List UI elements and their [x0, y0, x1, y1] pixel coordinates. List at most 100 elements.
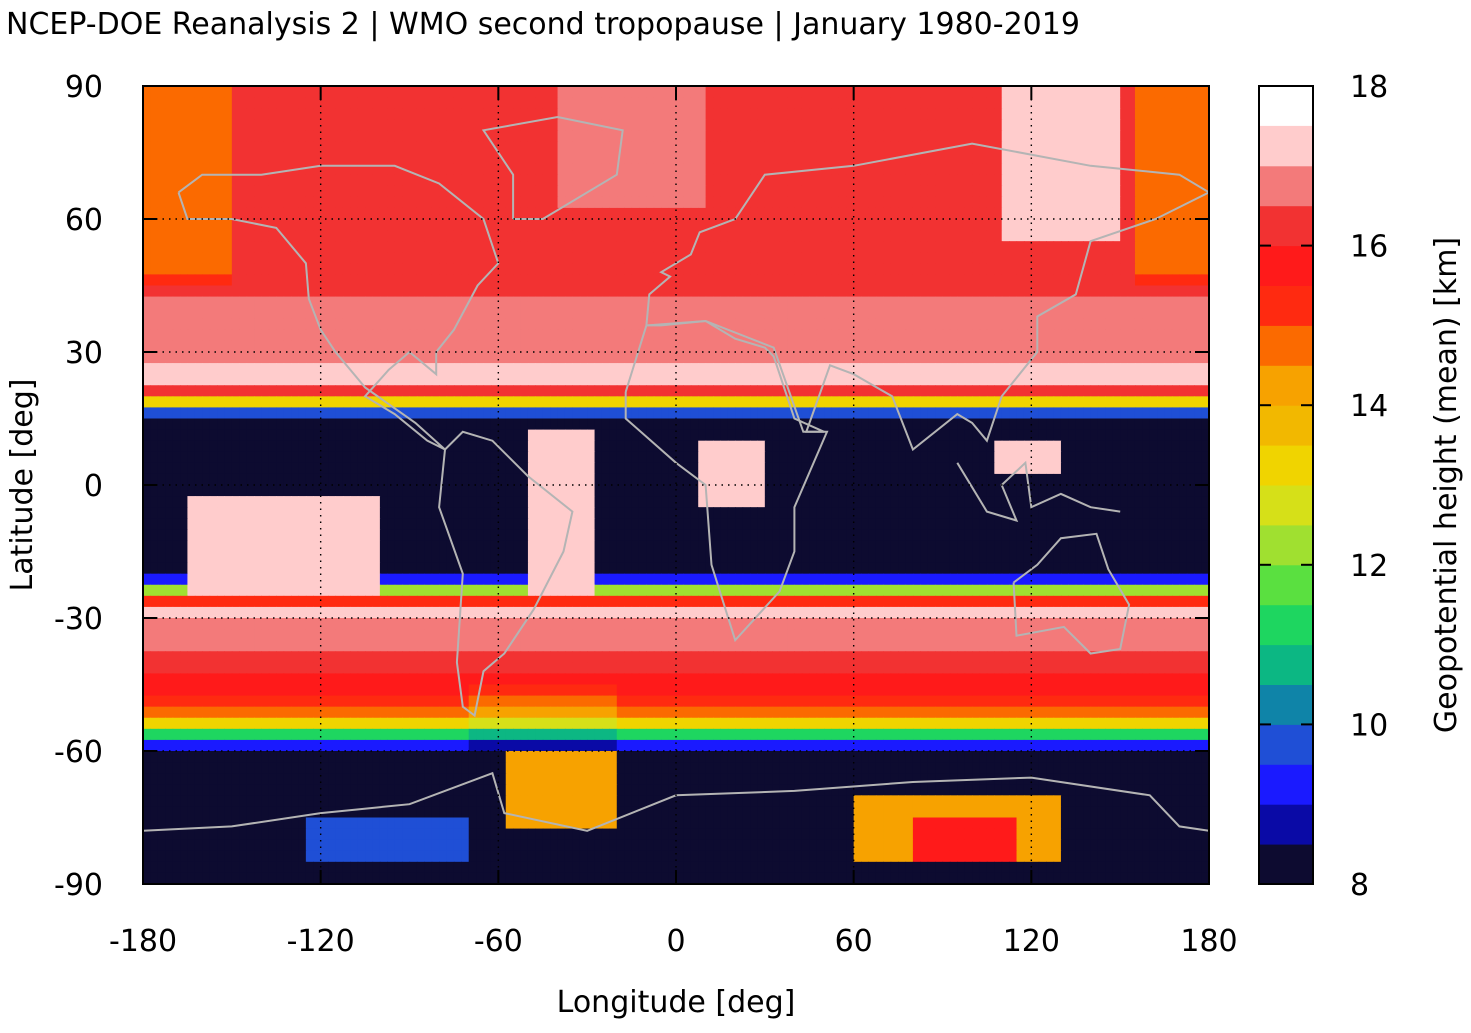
heatmap-cell — [794, 363, 803, 375]
heatmap-cell — [1090, 185, 1099, 198]
heatmap-cell — [757, 252, 766, 264]
heatmap-cell — [246, 97, 255, 109]
heatmap-cell — [268, 374, 277, 386]
heatmap-cell — [439, 130, 448, 143]
heatmap-cell — [957, 108, 966, 120]
heatmap-cell — [705, 385, 714, 397]
heatmap-cell — [320, 86, 329, 98]
heatmap-cell — [609, 219, 618, 231]
heatmap-cell — [1186, 141, 1195, 154]
heatmap-cell — [283, 263, 292, 276]
heatmap-cell — [572, 274, 581, 287]
heatmap-cell — [1060, 130, 1069, 143]
heatmap-cell — [387, 86, 396, 98]
heatmap-cell — [594, 141, 603, 154]
heatmap-cell — [239, 340, 248, 353]
heatmap-cell — [772, 374, 781, 386]
heatmap-cell — [824, 152, 833, 165]
heatmap-cell — [949, 274, 958, 287]
heatmap-cell — [750, 329, 759, 342]
heatmap-cell — [557, 196, 566, 209]
heatmap-cell — [1142, 108, 1151, 120]
heatmap-cell — [165, 418, 174, 431]
heatmap-cell — [742, 396, 751, 409]
heatmap-cell — [631, 307, 640, 320]
heatmap-cell — [764, 241, 773, 253]
heatmap-cell — [801, 152, 810, 165]
heatmap-cell — [527, 241, 536, 253]
heatmap-cell — [1171, 196, 1180, 209]
heatmap-cell — [631, 296, 640, 309]
heatmap-cell — [1112, 97, 1121, 109]
heatmap-cell — [905, 374, 914, 386]
heatmap-cell — [1031, 329, 1040, 342]
heatmap-cell — [957, 285, 966, 298]
heatmap-cell — [986, 296, 995, 309]
heatmap-cell — [350, 241, 359, 253]
heatmap-cell — [1201, 219, 1209, 231]
heatmap-cell — [202, 429, 211, 442]
heatmap-cell — [1157, 86, 1166, 98]
heatmap-cell — [239, 141, 248, 154]
heatmap-cell — [750, 307, 759, 320]
heatmap-cell — [750, 196, 759, 209]
heatmap-cell — [742, 97, 751, 109]
heatmap-cell — [935, 352, 944, 364]
heatmap-cell — [1060, 230, 1069, 242]
heatmap-cell — [683, 196, 692, 209]
heatmap-cell — [905, 352, 914, 364]
heatmap-cell — [1134, 352, 1143, 364]
heatmap-cell — [646, 219, 655, 231]
heatmap-cell — [165, 185, 174, 198]
heatmap-cell — [505, 385, 514, 397]
heatmap-cell — [320, 407, 329, 420]
heatmap-cell — [957, 307, 966, 320]
heatmap-cell — [513, 97, 522, 109]
heatmap-cell — [846, 329, 855, 342]
heatmap-cell — [224, 196, 233, 209]
heatmap-cell — [513, 241, 522, 253]
heatmap-cell — [1134, 174, 1143, 187]
heatmap-cell — [483, 429, 492, 442]
heatmap-cell — [194, 307, 203, 320]
heatmap-cell — [1075, 352, 1084, 364]
heatmap-cell — [1157, 97, 1166, 109]
heatmap-cell — [1164, 185, 1173, 198]
heatmap-cell — [853, 241, 862, 253]
heatmap-cell — [513, 185, 522, 198]
heatmap-cell — [824, 219, 833, 231]
heatmap-cell — [1009, 141, 1018, 154]
heatmap-cell — [298, 230, 307, 242]
heatmap-cell — [202, 329, 211, 342]
heatmap-cell — [542, 418, 551, 431]
heatmap-cell — [572, 97, 581, 109]
heatmap-cell — [861, 407, 870, 420]
heatmap-cell — [646, 207, 655, 220]
heatmap-cell — [831, 285, 840, 298]
heatmap-cell — [861, 329, 870, 342]
heatmap-cell — [283, 219, 292, 231]
heatmap-cell — [720, 307, 729, 320]
heatmap-cell — [572, 329, 581, 342]
heatmap-cell — [838, 462, 847, 475]
heatmap-cell — [365, 374, 374, 386]
heatmap-cell — [757, 163, 766, 176]
heatmap-cell — [246, 396, 255, 409]
heatmap-cell — [291, 462, 300, 475]
heatmap-cell — [542, 374, 551, 386]
heatmap-cell — [698, 296, 707, 309]
heatmap-cell — [653, 363, 662, 375]
heatmap-cell — [579, 108, 588, 120]
heatmap-cell — [587, 207, 596, 220]
heatmap-cell — [816, 219, 825, 231]
heatmap-cell — [254, 163, 263, 176]
heatmap-cell — [816, 196, 825, 209]
heatmap-cell — [905, 252, 914, 264]
heatmap-cell — [631, 207, 640, 220]
heatmap-cell — [276, 185, 285, 198]
heatmap-cell — [254, 274, 263, 287]
heatmap-cell — [1016, 374, 1025, 386]
heatmap-cell — [690, 230, 699, 242]
heatmap-cell — [861, 152, 870, 165]
heatmap-cell — [217, 374, 226, 386]
